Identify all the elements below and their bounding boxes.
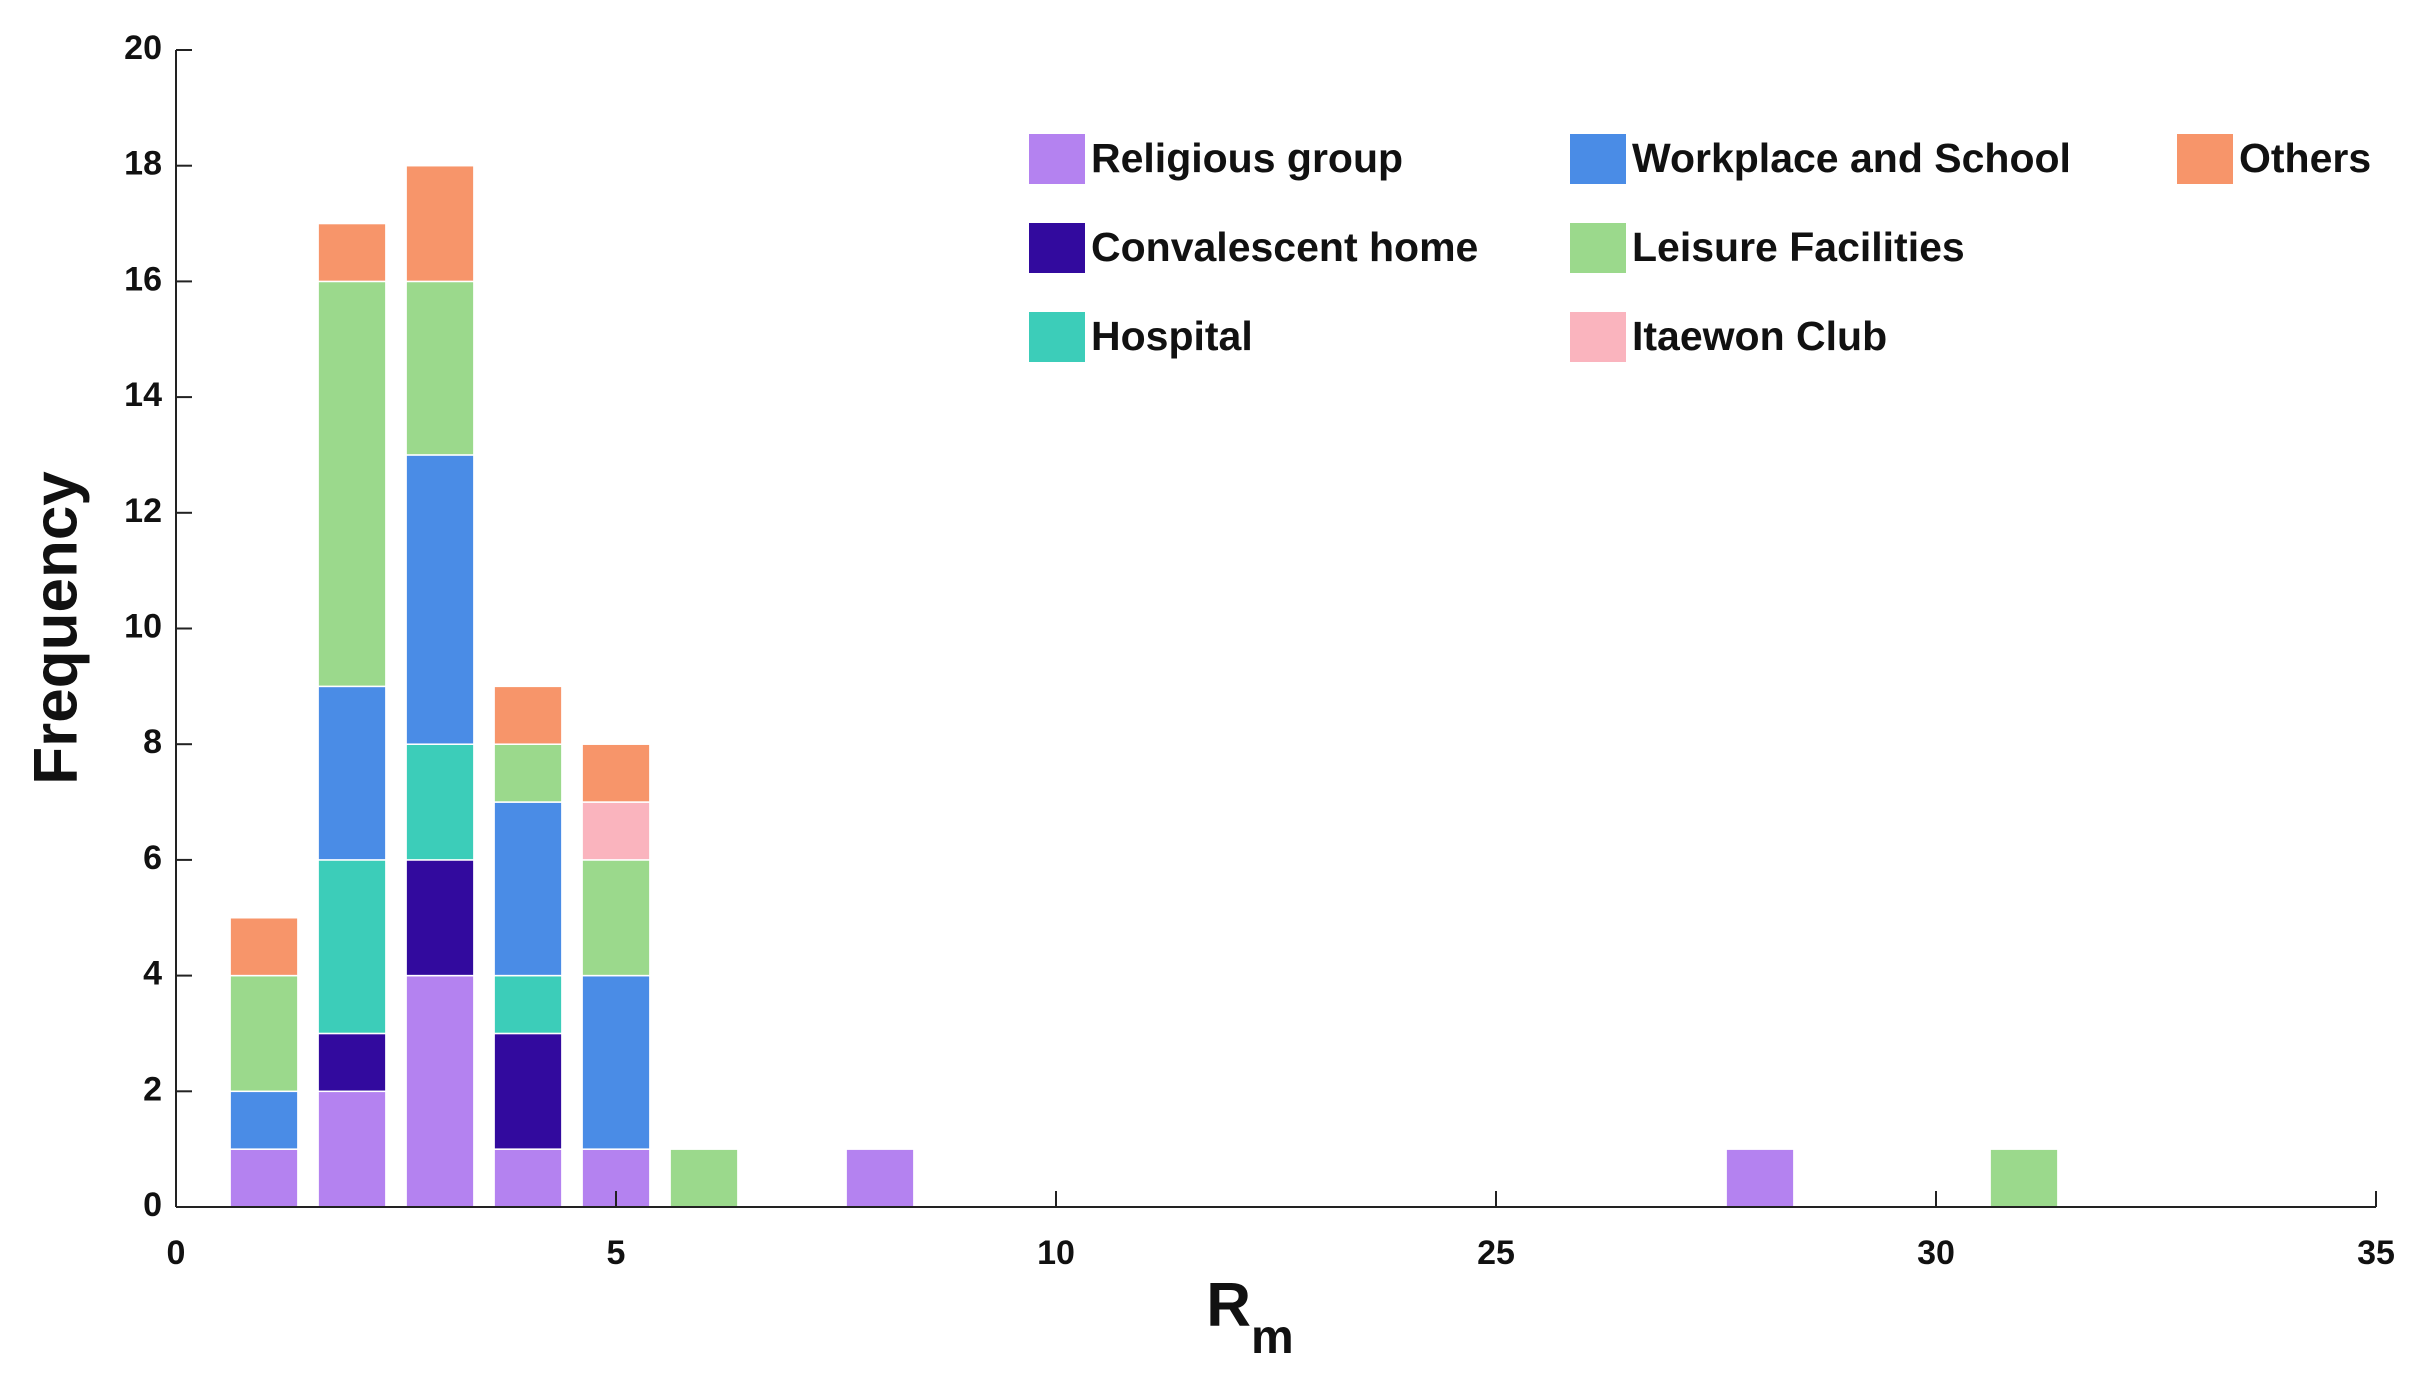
bar-segment [229, 1148, 299, 1208]
x-tick-label: 10 [1037, 1234, 1075, 1272]
legend-swatch [1029, 312, 1085, 362]
bar-segment [581, 859, 651, 977]
bar-segment [845, 1148, 915, 1208]
bar-segment [493, 1148, 563, 1208]
bar-segment [581, 974, 651, 1150]
bar-segment [317, 1090, 387, 1208]
y-tick-label: 8 [143, 723, 162, 761]
bar-segment [229, 974, 299, 1093]
bar-segment [493, 974, 563, 1035]
bar-segment [317, 280, 387, 688]
y-tick-label: 10 [124, 607, 162, 645]
x-tick-label: 25 [1477, 1234, 1515, 1272]
bar-segment [1725, 1148, 1795, 1208]
bar-segment [405, 164, 475, 283]
y-tick-label: 18 [124, 145, 162, 183]
bar-segment [405, 974, 475, 1208]
bar-segment [669, 1148, 739, 1208]
y-tick-label: 12 [124, 492, 162, 530]
x-tick-label: 5 [607, 1234, 626, 1272]
bar-segment [405, 859, 475, 977]
bar-segment [405, 280, 475, 456]
bar-segment [493, 1032, 563, 1150]
x-tick-label: 0 [167, 1234, 186, 1272]
legend-label: Leisure Facilities [1632, 224, 1965, 270]
bar-segment [317, 859, 387, 1035]
x-axis-title-main: R [1206, 1271, 1251, 1340]
legend-swatch [1570, 223, 1626, 273]
bar-segment [405, 454, 475, 745]
legend-label: Itaewon Club [1632, 313, 1887, 359]
y-tick-label: 4 [143, 955, 162, 993]
bar-segment [581, 801, 651, 861]
legend-swatch [1029, 223, 1085, 273]
y-tick-label: 20 [124, 29, 162, 67]
legend-label: Convalescent home [1091, 224, 1478, 270]
bar-segment [493, 685, 563, 745]
bar-segment [493, 801, 563, 977]
y-tick-label: 16 [124, 260, 162, 298]
y-tick-label: 0 [143, 1186, 162, 1224]
legend-label: Religious group [1091, 135, 1403, 181]
legend-label: Others [2239, 135, 2371, 181]
y-tick-label: 14 [124, 376, 162, 414]
bar-segment [581, 743, 651, 803]
bar-segment [229, 917, 299, 977]
bar-segment [317, 222, 387, 283]
legend-swatch [1570, 312, 1626, 362]
x-axis-title: Rm [1206, 1271, 1293, 1363]
y-tick-label: 2 [143, 1070, 162, 1108]
bar-segment [317, 685, 387, 861]
legend-swatch [1029, 134, 1085, 184]
legend-label: Hospital [1091, 313, 1253, 359]
x-axis-title-subscript: m [1251, 1311, 1294, 1364]
bar-segment [317, 1032, 387, 1093]
x-tick-label: 35 [2357, 1234, 2395, 1272]
bar-segment [405, 743, 475, 861]
bar-segment [493, 743, 563, 803]
bar-segment [229, 1090, 299, 1150]
bar-segment [1989, 1148, 2059, 1208]
x-tick-label: 30 [1917, 1234, 1955, 1272]
y-axis-title: Frequency [21, 471, 90, 785]
legend-swatch [1570, 134, 1626, 184]
y-tick-label: 6 [143, 839, 162, 877]
legend-label: Workplace and School [1632, 135, 2071, 181]
legend-swatch [2177, 134, 2233, 184]
